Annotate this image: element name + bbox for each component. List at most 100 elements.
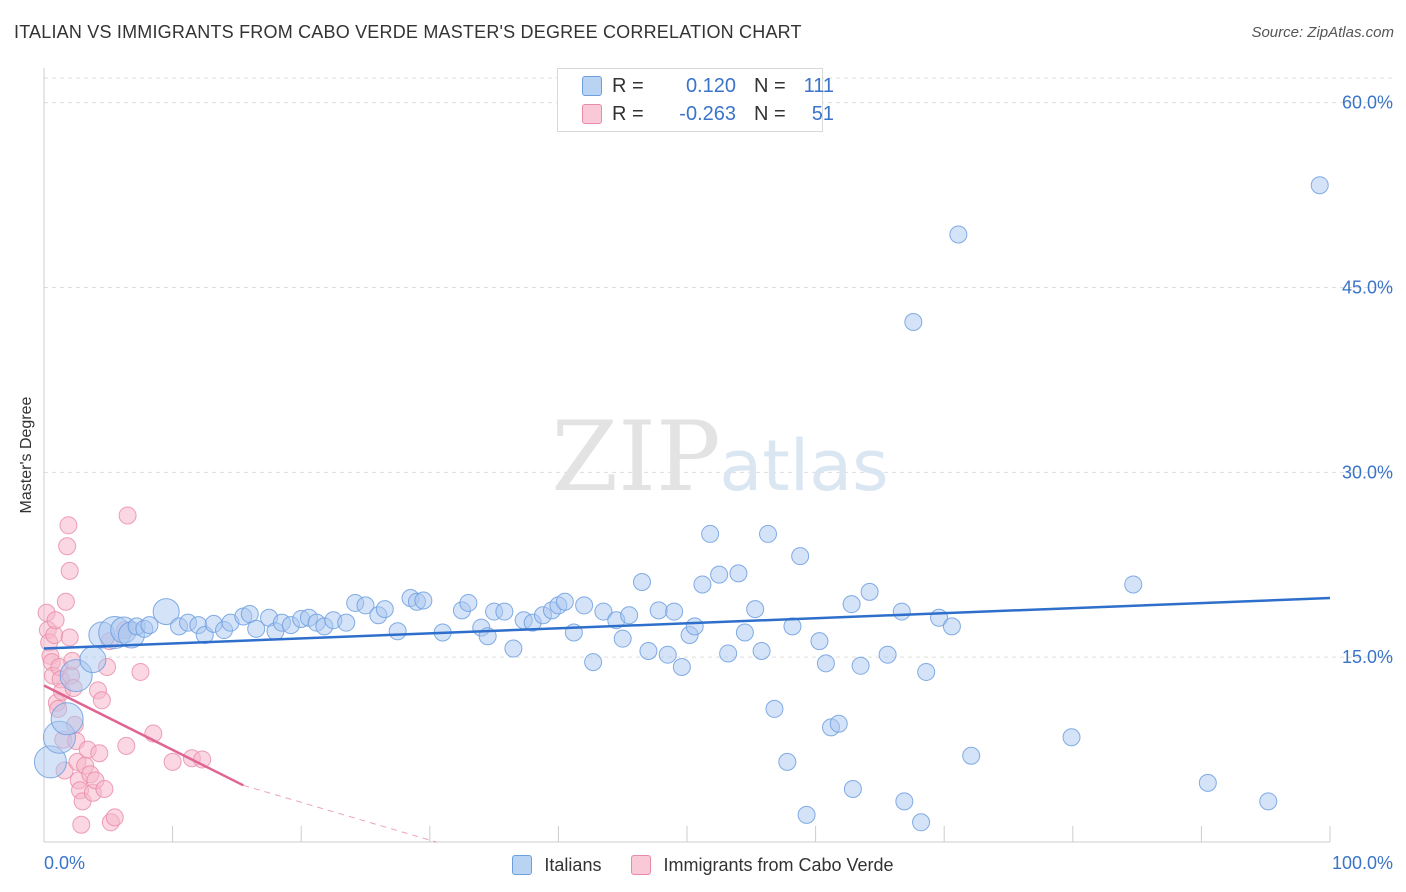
series-legend: Italians Immigrants from Cabo Verde	[0, 852, 1406, 878]
italians-point	[719, 644, 738, 663]
legend-label-cabo-verde: Immigrants from Cabo Verde	[663, 854, 894, 875]
stats-legend: R = 0.120 N = 111 R = -0.263 N = 51	[557, 68, 834, 132]
cabo-verde-point	[60, 628, 79, 647]
italians-point	[632, 572, 651, 591]
italians-point	[797, 805, 816, 824]
italians-point	[942, 617, 961, 636]
italians-point	[1062, 728, 1081, 747]
italians-point	[459, 593, 478, 612]
italians-point	[152, 598, 180, 626]
cabo-verde-point	[72, 815, 91, 834]
cabo-verde-point	[131, 662, 150, 681]
italians-point	[649, 601, 668, 620]
watermark-atlas: atlas	[719, 425, 888, 507]
italians-point	[584, 653, 603, 672]
italians-point	[778, 752, 797, 771]
italians-point	[575, 596, 594, 615]
n-value: 111	[803, 74, 834, 97]
italians-point	[1259, 792, 1278, 811]
cabo-verde-point	[117, 736, 136, 755]
italians-point	[337, 613, 356, 632]
italians-point	[895, 792, 914, 811]
italians-point	[912, 813, 931, 832]
italians-point	[50, 702, 84, 736]
watermark: ZIP atlas	[551, 401, 888, 513]
italians-point	[620, 606, 639, 625]
italians-point	[79, 646, 107, 674]
cabo-verde-point	[92, 691, 111, 710]
legend-item-cabo-verde: Immigrants from Cabo Verde	[631, 854, 894, 876]
stats-legend-row-italians: R = 0.120 N = 111	[558, 72, 834, 100]
italians-point	[759, 524, 778, 543]
r-value: 0.120	[685, 74, 736, 97]
italians-point	[665, 602, 684, 621]
chart-title: ITALIAN VS IMMIGRANTS FROM CABO VERDE MA…	[14, 22, 802, 42]
cabo-verde-point	[60, 561, 79, 580]
stats-legend-row-cabo-verde: R = -0.263 N = 51	[558, 100, 834, 128]
italians-point	[746, 600, 765, 619]
italians-point	[710, 565, 729, 584]
cabo-verde-point	[46, 611, 65, 630]
y-tick-label: 30.0%	[1342, 462, 1393, 482]
italians-point	[658, 645, 677, 664]
italians-point	[639, 642, 658, 660]
n-value: 51	[811, 102, 834, 125]
axes	[43, 68, 1331, 843]
italians-point	[247, 619, 266, 638]
y-tick-label: 15.0%	[1342, 647, 1393, 667]
italians-point	[816, 654, 835, 673]
italians-point	[962, 746, 981, 765]
n-label: N =	[754, 74, 786, 97]
italians-point	[878, 645, 897, 664]
italians-point	[375, 600, 394, 619]
r-value: -0.263	[679, 102, 736, 125]
cabo-verde-point	[163, 752, 182, 771]
cabo-verde-point	[105, 808, 124, 827]
italians-point	[388, 622, 407, 641]
italians-point	[594, 602, 613, 621]
legend-swatch-pink	[631, 855, 652, 875]
cabo-verde-point	[95, 780, 114, 799]
italians-point	[555, 592, 574, 611]
italians-point	[693, 575, 712, 594]
italians-point	[356, 596, 375, 615]
italians-point	[892, 602, 911, 621]
source-label: Source: ZipAtlas.com	[1251, 24, 1394, 41]
r-label: R =	[612, 74, 644, 97]
italians-point	[765, 699, 784, 718]
cabo-verde-point	[58, 537, 77, 556]
italians-point	[917, 662, 936, 681]
cabo-verde-point	[118, 506, 137, 525]
italians-point	[613, 629, 632, 648]
italians-point	[829, 714, 848, 733]
italians-point	[842, 595, 861, 614]
y-tick-label: 60.0%	[1342, 93, 1393, 113]
italians-point	[904, 312, 923, 331]
watermark-zip: ZIP	[551, 401, 720, 513]
italians-point	[860, 582, 879, 601]
italians-point	[752, 642, 771, 660]
italians-point	[414, 591, 433, 610]
legend-swatch-blue	[582, 76, 602, 96]
tick-labels: 15.0% 30.0% 45.0% 60.0% 0.0% 100.0%	[44, 93, 1393, 873]
italians-point	[1124, 575, 1143, 594]
trendlines	[43, 596, 1331, 843]
x-tick-label: 0.0%	[44, 853, 85, 873]
r-label: R =	[612, 102, 644, 125]
legend-label-italians: Italians	[544, 854, 602, 875]
italians-point	[504, 639, 523, 658]
cabo-verde-point	[56, 592, 75, 611]
legend-item-italians: Italians	[512, 855, 601, 876]
italians-point	[1198, 773, 1217, 792]
italians-point	[783, 617, 802, 636]
n-label: N =	[754, 102, 786, 125]
italians-point	[949, 225, 968, 244]
italians-point	[810, 632, 829, 651]
italians-point	[729, 564, 748, 583]
italians-point	[140, 616, 159, 635]
legend-swatch-pink	[582, 104, 602, 124]
italians-point	[685, 617, 704, 636]
cabo-verde-trendline	[43, 684, 244, 787]
italians-point	[791, 547, 810, 566]
series-italians-points	[33, 176, 1329, 832]
